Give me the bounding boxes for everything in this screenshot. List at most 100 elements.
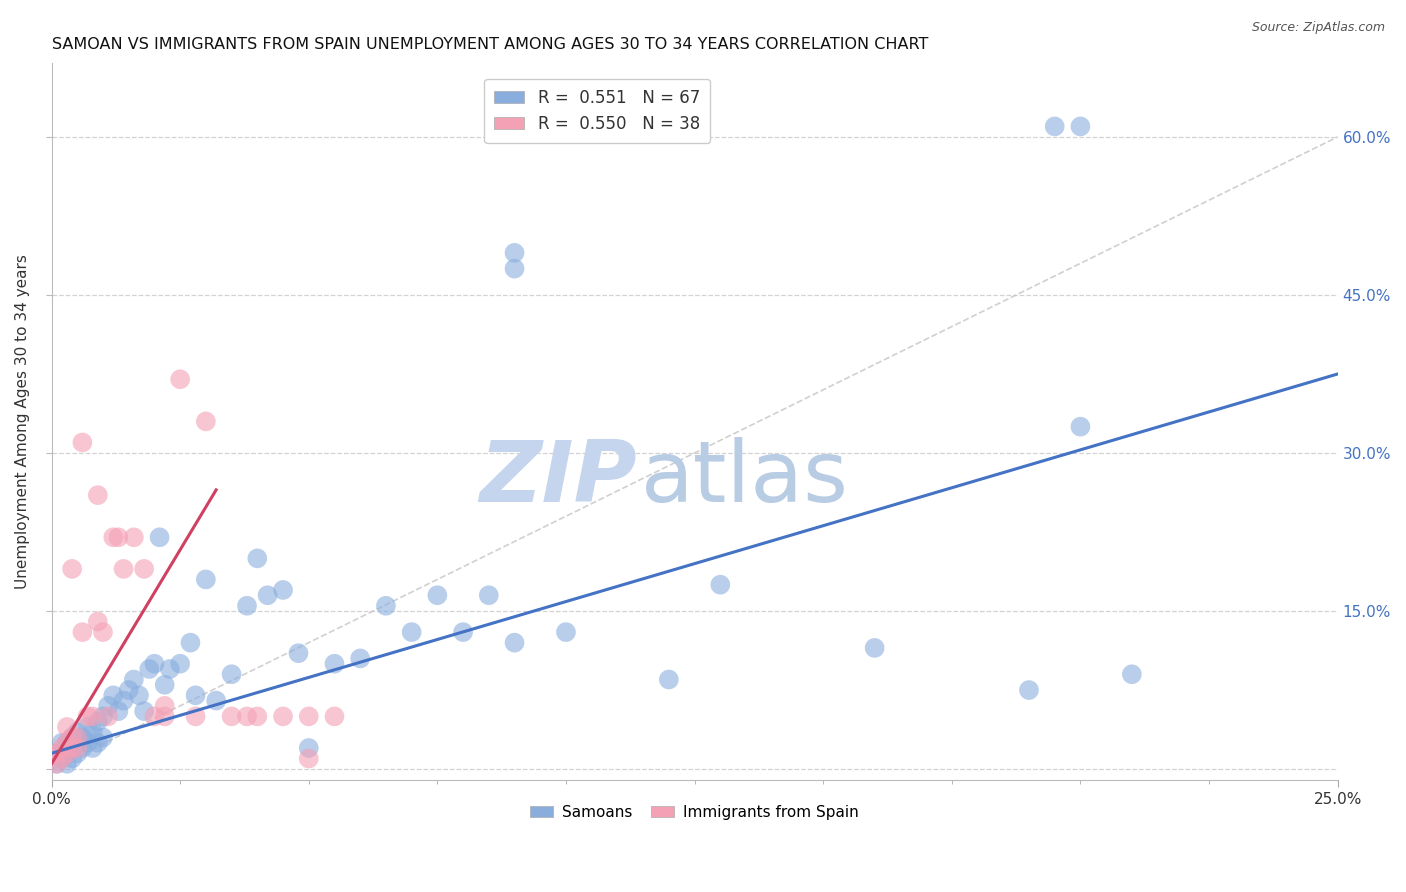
- Point: [159, 662, 181, 676]
- Point: [236, 599, 259, 613]
- Point: [1069, 419, 1091, 434]
- Point: [91, 731, 114, 745]
- Point: [45, 756, 67, 771]
- Point: [122, 530, 145, 544]
- Point: [112, 693, 135, 707]
- Point: [82, 741, 104, 756]
- Point: [271, 582, 294, 597]
- Point: [51, 751, 73, 765]
- Point: [66, 741, 89, 756]
- Point: [60, 562, 83, 576]
- Point: [45, 746, 67, 760]
- Point: [1069, 120, 1091, 134]
- Point: [76, 709, 98, 723]
- Point: [323, 709, 346, 723]
- Point: [143, 709, 166, 723]
- Point: [298, 751, 321, 765]
- Point: [1043, 120, 1066, 134]
- Point: [1121, 667, 1143, 681]
- Point: [56, 746, 79, 760]
- Point: [66, 725, 89, 739]
- Point: [298, 709, 321, 723]
- Point: [60, 741, 83, 756]
- Point: [87, 615, 110, 629]
- Point: [451, 625, 474, 640]
- Point: [298, 741, 321, 756]
- Point: [66, 736, 89, 750]
- Point: [184, 689, 207, 703]
- Point: [107, 704, 129, 718]
- Point: [256, 588, 278, 602]
- Point: [56, 736, 79, 750]
- Point: [56, 756, 79, 771]
- Point: [118, 683, 141, 698]
- Point: [45, 746, 67, 760]
- Point: [72, 625, 94, 640]
- Point: [143, 657, 166, 671]
- Point: [503, 261, 526, 276]
- Point: [478, 588, 501, 602]
- Point: [863, 640, 886, 655]
- Point: [153, 678, 176, 692]
- Point: [153, 698, 176, 713]
- Point: [87, 736, 110, 750]
- Legend: Samoans, Immigrants from Spain: Samoans, Immigrants from Spain: [524, 798, 865, 826]
- Point: [194, 414, 217, 428]
- Point: [87, 488, 110, 502]
- Point: [76, 720, 98, 734]
- Point: [87, 714, 110, 729]
- Point: [60, 751, 83, 765]
- Point: [72, 435, 94, 450]
- Point: [349, 651, 371, 665]
- Point: [205, 693, 228, 707]
- Point: [555, 625, 578, 640]
- Point: [76, 736, 98, 750]
- Point: [401, 625, 423, 640]
- Point: [56, 746, 79, 760]
- Text: atlas: atlas: [641, 437, 849, 520]
- Point: [72, 741, 94, 756]
- Point: [72, 731, 94, 745]
- Point: [91, 709, 114, 723]
- Point: [287, 646, 309, 660]
- Point: [374, 599, 396, 613]
- Point: [60, 731, 83, 745]
- Point: [82, 725, 104, 739]
- Point: [122, 673, 145, 687]
- Point: [246, 709, 269, 723]
- Point: [709, 577, 731, 591]
- Text: Source: ZipAtlas.com: Source: ZipAtlas.com: [1251, 21, 1385, 35]
- Point: [503, 635, 526, 649]
- Point: [103, 689, 125, 703]
- Point: [51, 741, 73, 756]
- Point: [60, 741, 83, 756]
- Point: [91, 625, 114, 640]
- Point: [503, 245, 526, 260]
- Point: [97, 698, 120, 713]
- Point: [134, 562, 156, 576]
- Point: [103, 530, 125, 544]
- Point: [45, 756, 67, 771]
- Point: [51, 751, 73, 765]
- Point: [1018, 683, 1040, 698]
- Point: [112, 562, 135, 576]
- Text: ZIP: ZIP: [479, 437, 637, 520]
- Point: [56, 720, 79, 734]
- Point: [246, 551, 269, 566]
- Point: [66, 731, 89, 745]
- Point: [97, 709, 120, 723]
- Point: [658, 673, 681, 687]
- Point: [169, 657, 191, 671]
- Point: [184, 709, 207, 723]
- Point: [179, 635, 201, 649]
- Y-axis label: Unemployment Among Ages 30 to 34 years: Unemployment Among Ages 30 to 34 years: [15, 254, 30, 589]
- Point: [56, 736, 79, 750]
- Text: SAMOAN VS IMMIGRANTS FROM SPAIN UNEMPLOYMENT AMONG AGES 30 TO 34 YEARS CORRELATI: SAMOAN VS IMMIGRANTS FROM SPAIN UNEMPLOY…: [52, 37, 928, 53]
- Point: [51, 736, 73, 750]
- Point: [271, 709, 294, 723]
- Point: [107, 530, 129, 544]
- Point: [221, 667, 243, 681]
- Point: [426, 588, 449, 602]
- Point: [82, 709, 104, 723]
- Point: [148, 530, 170, 544]
